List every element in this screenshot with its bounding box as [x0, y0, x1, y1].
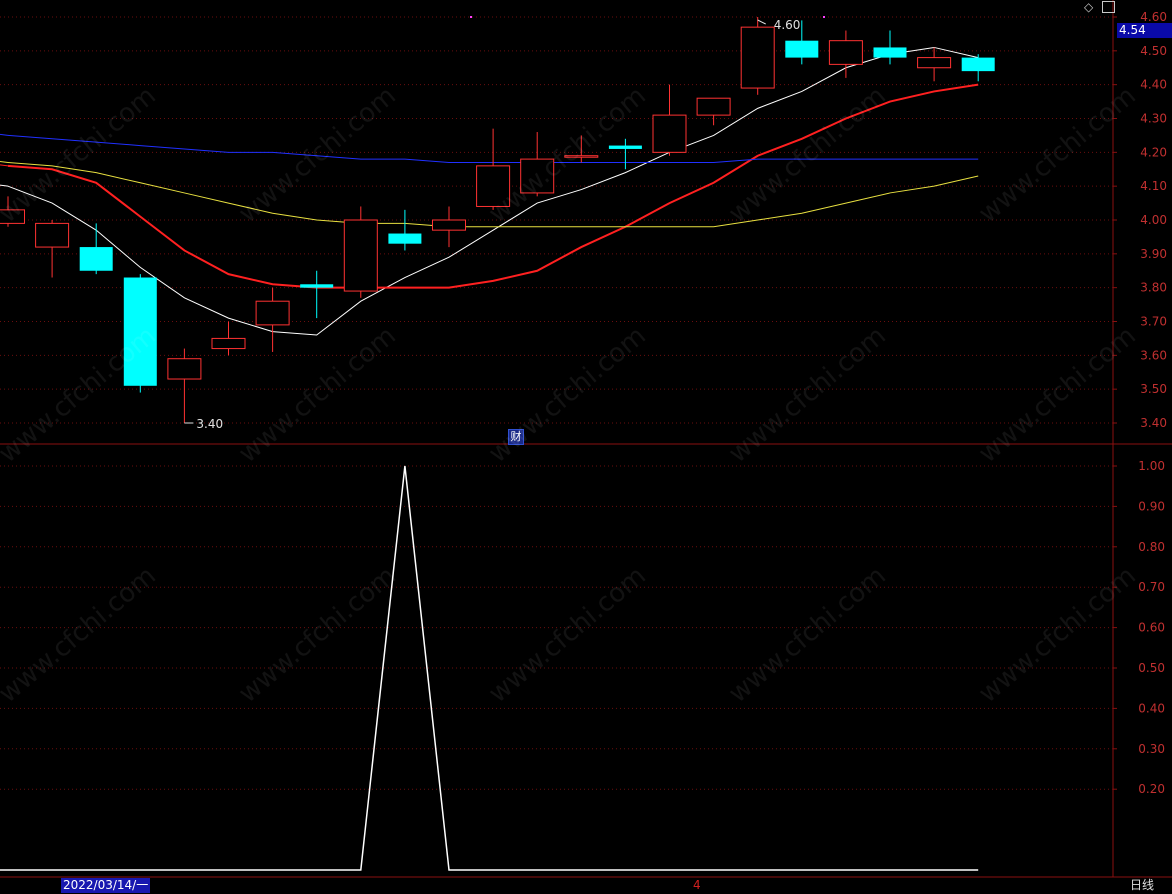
period-tab-daily[interactable]: 日线	[1130, 878, 1155, 892]
ma-line	[7, 46, 979, 336]
candle-body	[873, 47, 907, 58]
candle-body	[608, 145, 642, 149]
ma-line	[7, 83, 979, 289]
date-range-label: 2022/03/14/一	[61, 878, 151, 893]
y-tick-label: 4.50	[1140, 44, 1167, 58]
candle-body	[123, 277, 157, 386]
candle-body	[255, 300, 290, 326]
candle-body	[961, 57, 995, 72]
candle-body	[476, 165, 511, 207]
signal-marker	[470, 16, 472, 18]
indicator-line	[8, 465, 979, 871]
candle-body	[740, 26, 775, 89]
y-tick-label: 0.30	[1138, 742, 1165, 756]
candle-body	[300, 284, 334, 288]
diamond-icon[interactable]: ◇	[1084, 0, 1094, 14]
y-tick-label: 3.50	[1140, 382, 1167, 396]
y-tick-label: 3.90	[1140, 247, 1167, 261]
candle-body	[785, 40, 819, 58]
y-tick-label: 0.20	[1138, 782, 1165, 796]
ma-line-lead	[0, 184, 9, 187]
finance-badge[interactable]: 财	[508, 429, 524, 445]
y-tick-label: 4.40	[1140, 78, 1167, 92]
y-tick-label: 0.70	[1138, 580, 1165, 594]
y-tick-label: 4.60	[1140, 10, 1167, 24]
page-number: 4	[693, 878, 701, 892]
high-arrow	[757, 19, 766, 25]
y-tick-label: 3.80	[1140, 281, 1167, 295]
current-price-tag: 4.54	[1117, 23, 1172, 38]
candle-body	[167, 358, 202, 380]
candle-body	[343, 219, 378, 292]
candle-body	[0, 209, 25, 224]
candle-body	[388, 233, 422, 244]
signal-marker	[823, 16, 825, 18]
y-tick-label: 0.90	[1138, 499, 1165, 513]
candle-body	[564, 155, 599, 158]
y-tick-label: 0.40	[1138, 701, 1165, 715]
candle-body	[79, 247, 113, 271]
ma-line-lead	[0, 133, 9, 136]
y-tick-label: 0.60	[1138, 621, 1165, 635]
candle-body	[520, 158, 555, 194]
y-tick-label: 0.80	[1138, 540, 1165, 554]
panel-toggle-icon[interactable]	[1102, 1, 1115, 13]
y-tick-label: 0.50	[1138, 661, 1165, 675]
ma-line	[7, 161, 979, 228]
candle-body	[828, 40, 863, 65]
candle-body	[696, 97, 731, 116]
candle-body	[35, 222, 70, 248]
candle-body	[211, 337, 246, 350]
candle-body	[652, 114, 687, 153]
y-tick-label: 1.00	[1138, 459, 1165, 473]
candle-body	[917, 57, 952, 69]
y-tick-label: 4.00	[1140, 213, 1167, 227]
ma-line-lead	[0, 160, 9, 163]
candle-body	[432, 219, 466, 231]
y-tick-label: 4.10	[1140, 179, 1167, 193]
low-annotation: 3.40	[196, 417, 223, 431]
high-annotation: 4.60	[774, 18, 801, 32]
y-tick-label: 4.30	[1140, 112, 1167, 126]
y-tick-label: 3.40	[1140, 416, 1167, 430]
ma-line-lead	[0, 164, 9, 167]
y-tick-label: 4.20	[1140, 145, 1167, 159]
y-tick-label: 3.70	[1140, 315, 1167, 329]
y-tick-label: 3.60	[1140, 348, 1167, 362]
